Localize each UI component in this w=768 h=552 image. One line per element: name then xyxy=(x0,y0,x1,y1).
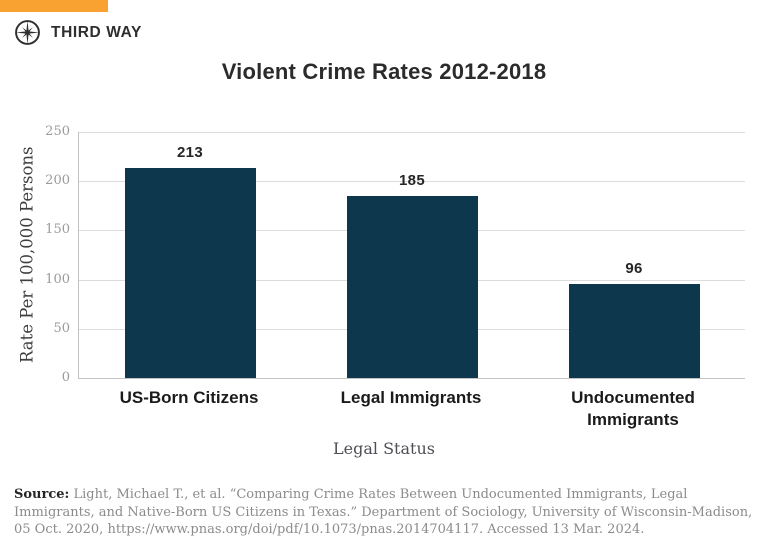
bar: 96 xyxy=(568,260,700,378)
y-tick-label: 50 xyxy=(53,320,70,336)
y-tick-label: 0 xyxy=(61,370,70,386)
category-label: US-Born Citizens xyxy=(119,388,259,407)
category-slot: Undocumented Immigrants xyxy=(522,387,744,431)
bars-row: 213 185 96 xyxy=(79,132,745,378)
y-tick-label: 200 xyxy=(45,173,70,189)
source-text: Light, Michael T., et al. “Comparing Cri… xyxy=(14,487,753,538)
bar-value-label: 185 xyxy=(399,171,425,189)
source-citation: Source: Light, Michael T., et al. “Compa… xyxy=(14,486,756,539)
chart-title: Violent Crime Rates 2012-2018 xyxy=(221,59,547,84)
category-slot: US-Born Citizens xyxy=(78,387,300,431)
plot-area: 213 185 96 xyxy=(78,132,745,379)
x-axis-title: Legal Status xyxy=(333,439,435,458)
category-label: Undocumented Immigrants xyxy=(571,388,695,429)
y-tick-label: 250 xyxy=(45,124,70,140)
brand-accent-bar xyxy=(0,0,108,12)
source-label: Source: xyxy=(14,487,70,502)
category-slot: Legal Immigrants xyxy=(300,387,522,431)
compass-star-icon xyxy=(15,20,40,45)
x-category-labels: US-Born Citizens Legal Immigrants Undocume… xyxy=(78,387,744,431)
gridline xyxy=(79,132,745,133)
category-label: Legal Immigrants xyxy=(340,388,482,407)
y-tick-label: 150 xyxy=(45,222,70,238)
bar: 213 xyxy=(124,144,256,378)
y-tick-label: 100 xyxy=(45,271,70,287)
y-tick-labels: 0 50 100 150 200 250 xyxy=(28,124,70,385)
bar-value-label: 96 xyxy=(625,259,643,277)
gridline xyxy=(79,181,745,183)
brand-name: THIRD WAY xyxy=(51,23,142,41)
bar-value-label: 213 xyxy=(177,144,203,162)
bar: 185 xyxy=(346,172,478,378)
brand-logo: THIRD WAY xyxy=(13,18,142,47)
